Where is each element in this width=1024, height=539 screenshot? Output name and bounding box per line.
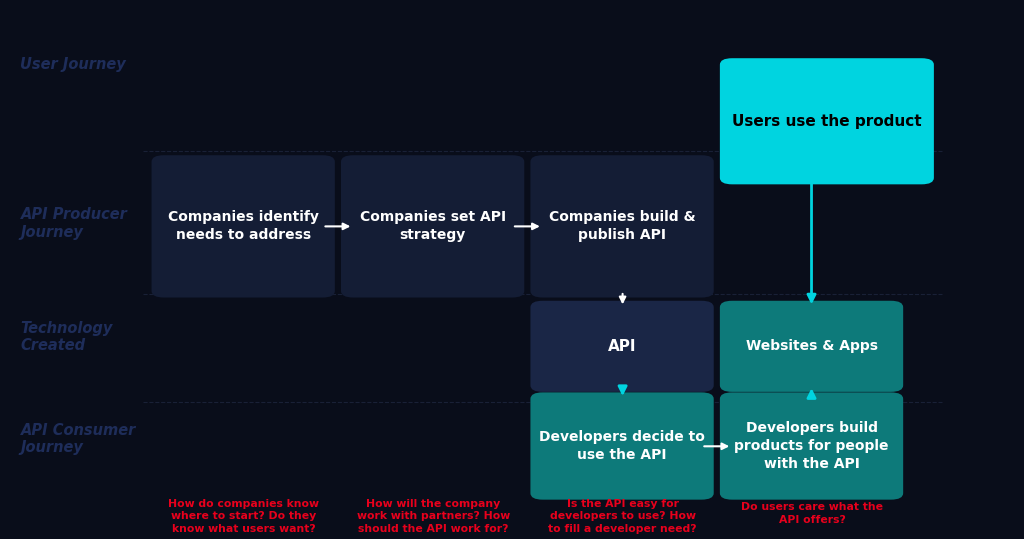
Text: Developers build
products for people
with the API: Developers build products for people wit… [734,421,889,471]
FancyBboxPatch shape [720,58,934,184]
Text: User Journey: User Journey [20,57,126,72]
FancyBboxPatch shape [530,301,714,392]
FancyBboxPatch shape [720,301,903,392]
Text: Is the API easy for
developers to use? How
to fill a developer need?: Is the API easy for developers to use? H… [548,499,697,534]
Text: Websites & Apps: Websites & Apps [745,340,878,353]
FancyBboxPatch shape [530,392,714,500]
Text: How will the company
work with partners? How
should the API work for?: How will the company work with partners?… [356,499,510,534]
Text: Developers decide to
use the API: Developers decide to use the API [540,430,705,462]
Text: Users use the product: Users use the product [732,114,922,129]
Text: API Consumer
Journey: API Consumer Journey [20,423,136,455]
Text: Companies identify
needs to address: Companies identify needs to address [168,210,318,243]
Text: API Producer
Journey: API Producer Journey [20,208,127,240]
Text: Technology
Created: Technology Created [20,321,113,353]
FancyBboxPatch shape [152,155,335,298]
Text: How do companies know
where to start? Do they
know what users want?: How do companies know where to start? Do… [168,499,319,534]
FancyBboxPatch shape [530,155,714,298]
FancyBboxPatch shape [720,392,903,500]
Text: Companies set API
strategy: Companies set API strategy [359,210,506,243]
FancyBboxPatch shape [341,155,524,298]
Text: API: API [608,339,636,354]
Text: Do users care what the
API offers?: Do users care what the API offers? [741,502,883,524]
Text: Companies build &
publish API: Companies build & publish API [549,210,695,243]
